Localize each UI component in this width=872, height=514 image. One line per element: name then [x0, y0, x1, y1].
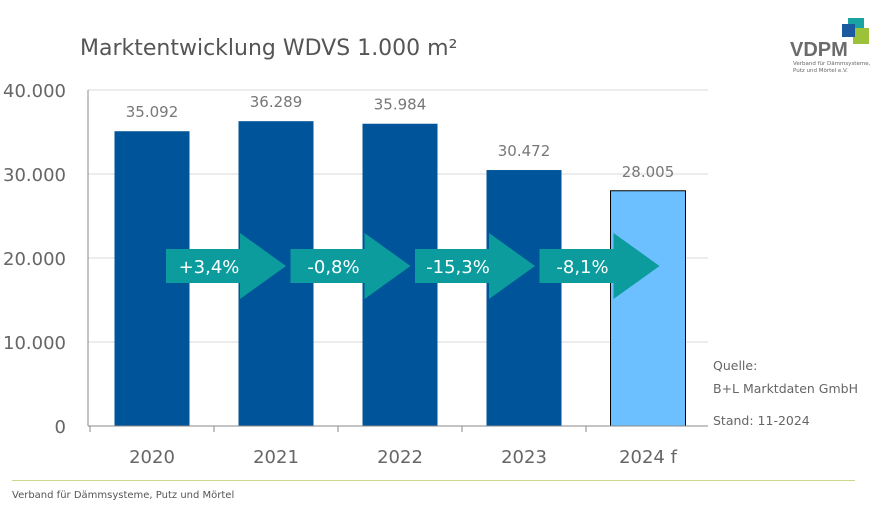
logo-squares-icon: [842, 18, 869, 44]
footer-divider: [12, 480, 855, 481]
bar-2024f: [610, 190, 686, 427]
logo-subtitle: Verband für Dämmsysteme, Putz und Mörtel…: [793, 61, 871, 74]
change-label: +3,4%: [179, 257, 240, 278]
bar-2023: [486, 170, 562, 426]
change-arrow: [290, 233, 411, 299]
change-label: -0,8%: [307, 257, 359, 278]
x-tick-label: 2023: [501, 447, 547, 468]
y-tick-label: 0: [55, 417, 66, 438]
y-tick-label: 20.000: [3, 249, 66, 270]
data-label: 35.984: [374, 96, 427, 114]
x-tick-label: 2021: [253, 447, 299, 468]
data-label: 35.092: [126, 103, 179, 121]
y-tick-label: 30.000: [3, 165, 66, 186]
x-tick-label: 2020: [129, 447, 175, 468]
change-arrow: [166, 233, 286, 299]
change-label: -15,3%: [426, 257, 490, 278]
data-label: 28.005: [622, 163, 675, 181]
data-label: 30.472: [498, 142, 551, 160]
x-tick-label: 2024 f: [619, 447, 678, 468]
data-label: 36.289: [250, 93, 303, 111]
footer-text: Verband für Dämmsysteme, Putz und Mörtel: [12, 490, 235, 501]
logo-name: VDPM: [790, 39, 848, 61]
stand-date: Stand: 11-2024: [713, 413, 810, 428]
x-tick-label: 2022: [377, 447, 423, 468]
y-tick-label: 40.000: [3, 81, 66, 102]
y-tick-label: 10.000: [3, 333, 66, 354]
change-arrow: [415, 233, 535, 299]
source-name: B+L Marktdaten GmbH: [713, 381, 858, 396]
vdpm-logo: VDPM Verband für Dämmsysteme, Putz und M…: [790, 16, 870, 76]
source-label: Quelle:: [713, 358, 758, 373]
change-arrow: [539, 233, 660, 299]
change-label: -8,1%: [556, 257, 608, 278]
chart-title: Marktentwicklung WDVS 1.000 m²: [80, 36, 458, 61]
